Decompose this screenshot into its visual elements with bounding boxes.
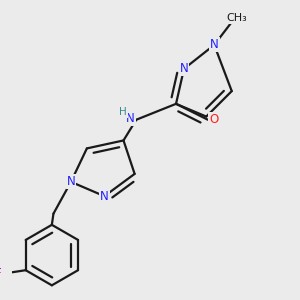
Text: O: O — [209, 113, 218, 126]
Text: N: N — [67, 175, 75, 188]
Text: N: N — [180, 62, 188, 75]
Text: N: N — [126, 112, 135, 125]
Text: H: H — [119, 107, 127, 117]
Text: N: N — [210, 38, 219, 51]
Text: F: F — [0, 267, 1, 280]
Text: N: N — [100, 190, 109, 203]
Text: CH₃: CH₃ — [226, 13, 247, 23]
